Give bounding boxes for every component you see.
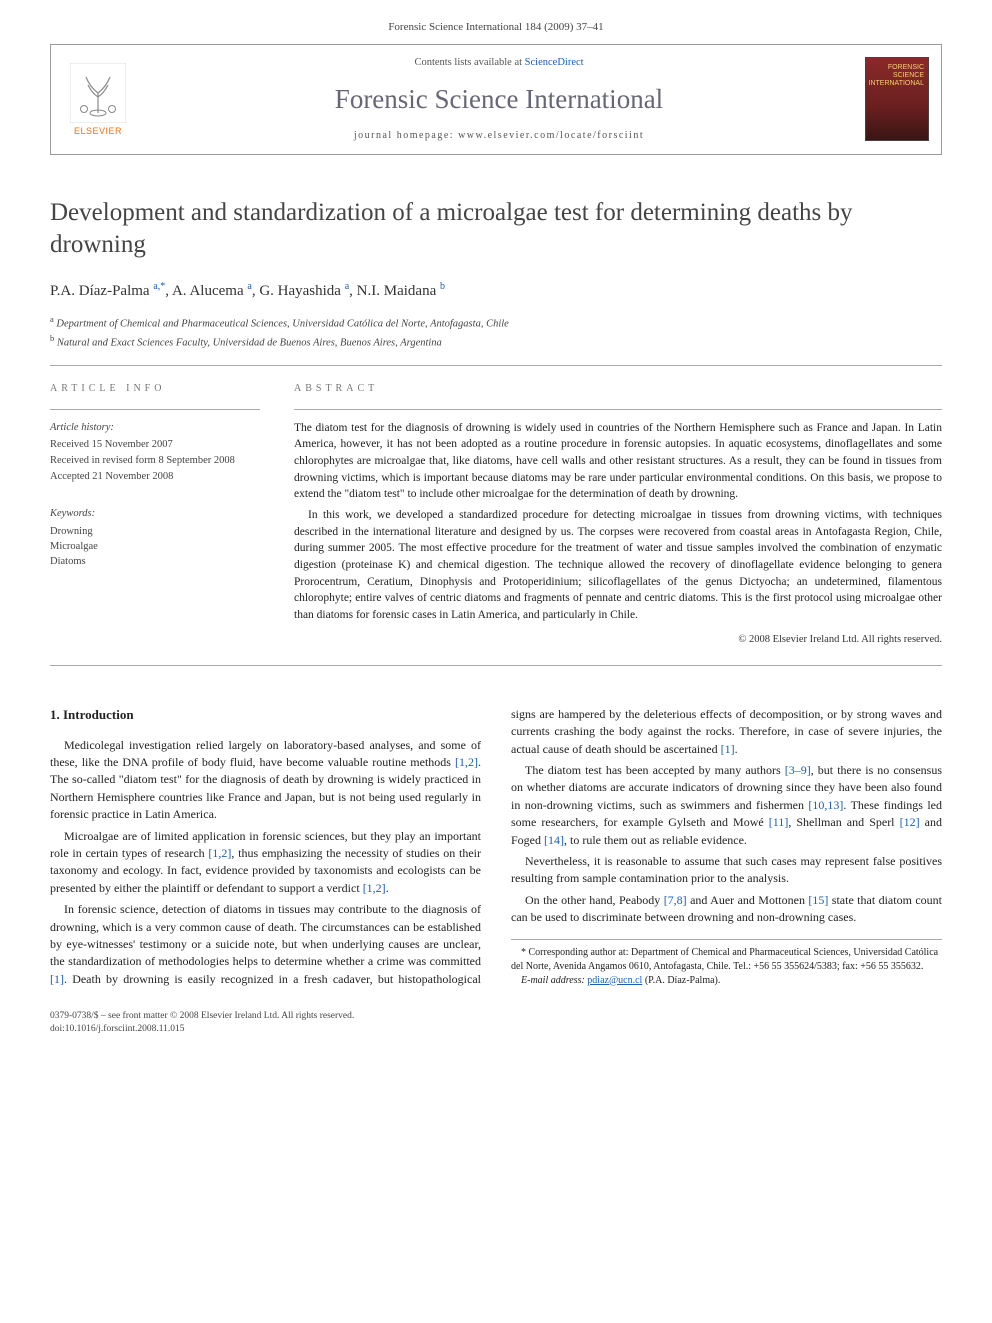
email-person: (P.A. Díaz-Palma). bbox=[645, 975, 721, 986]
rule-info bbox=[50, 409, 260, 410]
publisher-brand: ELSEVIER bbox=[74, 125, 122, 138]
body-paragraph: Nevertheless, it is reasonable to assume… bbox=[511, 853, 942, 888]
section-title: Introduction bbox=[63, 707, 134, 722]
body-paragraph: Microalgae are of limited application in… bbox=[50, 828, 481, 898]
keyword: Drowning bbox=[50, 524, 260, 539]
affiliation: a Department of Chemical and Pharmaceuti… bbox=[50, 313, 942, 332]
corresponding-footnote: * Corresponding author at: Department of… bbox=[511, 939, 942, 988]
cover-label: FORENSIC SCIENCE INTERNATIONAL bbox=[866, 64, 924, 87]
footer-meta: 0379-0738/$ – see front matter © 2008 El… bbox=[50, 1010, 942, 1037]
info-abstract-row: ARTICLE INFO Article history: Received 1… bbox=[50, 366, 942, 665]
history-label: Article history: bbox=[50, 420, 260, 435]
body-paragraph: The diatom test has been accepted by man… bbox=[511, 762, 942, 849]
keywords-label: Keywords: bbox=[50, 506, 260, 521]
history-line: Received in revised form 8 September 200… bbox=[50, 453, 260, 468]
section-heading: 1. Introduction bbox=[50, 706, 481, 725]
journal-title: Forensic Science International bbox=[147, 80, 851, 119]
homepage-label: journal homepage: bbox=[354, 130, 458, 141]
journal-header-box: ELSEVIER Contents lists available at Sci… bbox=[50, 44, 942, 155]
keyword: Microalgae bbox=[50, 539, 260, 554]
abstract-paragraph: The diatom test for the diagnosis of dro… bbox=[294, 420, 942, 503]
abstract-paragraph: In this work, we developed a standardize… bbox=[294, 507, 942, 624]
contents-prefix: Contents lists available at bbox=[414, 57, 524, 68]
rule-abs bbox=[294, 409, 942, 410]
abstract-column: ABSTRACT The diatom test for the diagnos… bbox=[294, 382, 942, 647]
sciencedirect-link[interactable]: ScienceDirect bbox=[525, 57, 584, 68]
header-center: Contents lists available at ScienceDirec… bbox=[147, 55, 851, 144]
elsevier-tree-icon bbox=[70, 63, 126, 123]
affiliations: a Department of Chemical and Pharmaceuti… bbox=[50, 313, 942, 352]
elsevier-logo: ELSEVIER bbox=[63, 60, 133, 138]
corresponding-email-line: E-mail address: pdiaz@ucn.cl (P.A. Díaz-… bbox=[511, 974, 942, 988]
rule-bottom bbox=[50, 665, 942, 666]
corresponding-text: * Corresponding author at: Department of… bbox=[511, 946, 942, 974]
journal-homepage: journal homepage: www.elsevier.com/locat… bbox=[147, 129, 851, 144]
affiliation: b Natural and Exact Sciences Faculty, Un… bbox=[50, 332, 942, 351]
email-label: E-mail address: bbox=[521, 975, 585, 986]
article-info-label: ARTICLE INFO bbox=[50, 382, 260, 397]
keyword: Diatoms bbox=[50, 554, 260, 569]
abstract-copyright: © 2008 Elsevier Ireland Ltd. All rights … bbox=[294, 632, 942, 647]
section-number: 1. bbox=[50, 707, 60, 722]
authors-line: P.A. Díaz-Palma a,*, A. Alucema a, G. Ha… bbox=[50, 280, 942, 303]
homepage-url: www.elsevier.com/locate/forsciint bbox=[458, 130, 644, 141]
history-line: Received 15 November 2007 bbox=[50, 437, 260, 452]
article-info-column: ARTICLE INFO Article history: Received 1… bbox=[50, 382, 260, 647]
history-line: Accepted 21 November 2008 bbox=[50, 469, 260, 484]
corresponding-email-link[interactable]: pdiaz@ucn.cl bbox=[587, 975, 642, 986]
article-title: Development and standardization of a mic… bbox=[50, 197, 942, 262]
contents-available-line: Contents lists available at ScienceDirec… bbox=[147, 55, 851, 70]
body-paragraph: Medicolegal investigation relied largely… bbox=[50, 737, 481, 824]
footer-line1: 0379-0738/$ – see front matter © 2008 El… bbox=[50, 1010, 942, 1023]
body-paragraph: On the other hand, Peabody [7,8] and Aue… bbox=[511, 892, 942, 927]
citation-header: Forensic Science International 184 (2009… bbox=[50, 20, 942, 36]
footer-doi: doi:10.1016/j.forsciint.2008.11.015 bbox=[50, 1023, 942, 1036]
abstract-label: ABSTRACT bbox=[294, 382, 942, 397]
journal-cover-thumb: FORENSIC SCIENCE INTERNATIONAL bbox=[865, 57, 929, 141]
body-columns: 1. Introduction Medicolegal investigatio… bbox=[50, 706, 942, 988]
